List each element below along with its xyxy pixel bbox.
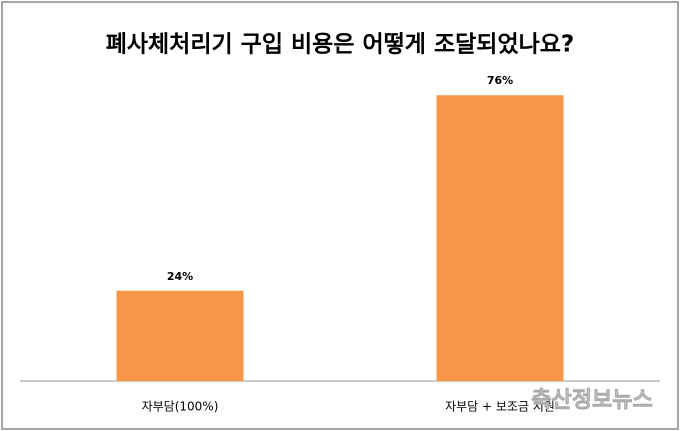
chart-title: 폐사체처리기 구입 비용은 어떻게 조달되었나요? bbox=[106, 32, 575, 58]
value-label: 24% bbox=[167, 270, 193, 283]
bar bbox=[116, 290, 244, 381]
watermark: 축산정보뉴스 bbox=[531, 388, 652, 413]
x-tick-label: 자부담 + 보조금 지원 bbox=[445, 400, 555, 414]
value-label: 76% bbox=[487, 74, 513, 87]
bar bbox=[436, 95, 564, 382]
x-tick-label: 자부담(100%) bbox=[142, 400, 219, 414]
